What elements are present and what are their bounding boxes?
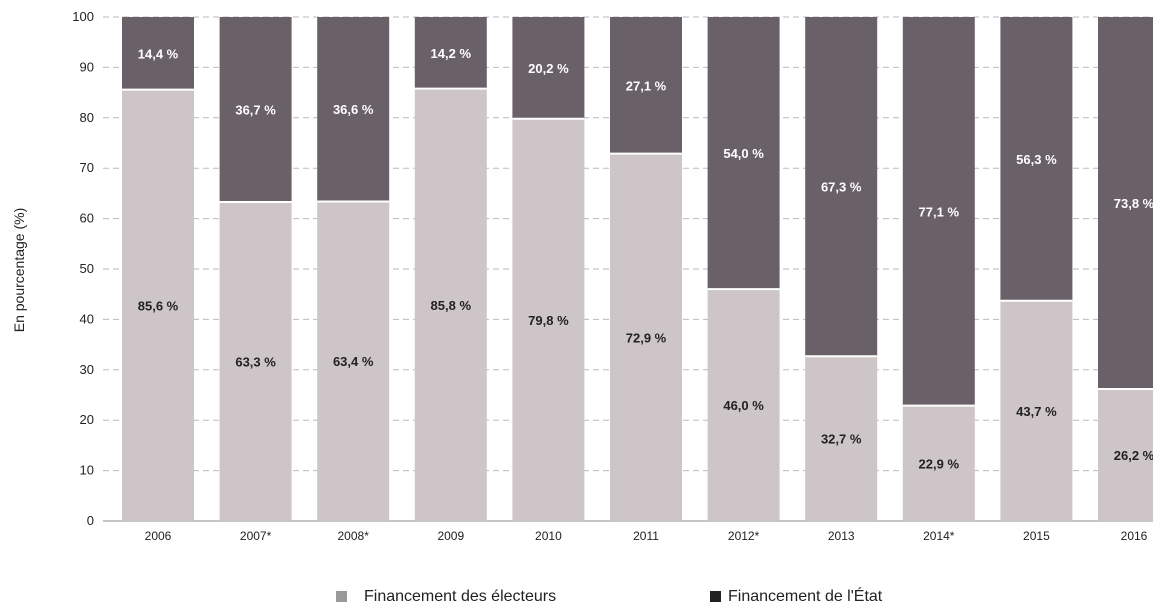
x-tick-label: 2015 (1023, 529, 1050, 543)
data-label-voters: 22,9 % (919, 456, 960, 471)
x-tick-label: 2011 (633, 529, 659, 543)
x-tick-label: 2010 (535, 529, 562, 543)
data-label-voters: 32,7 % (821, 432, 862, 447)
y-tick-label: 10 (80, 463, 94, 478)
x-tick-label: 2007* (240, 529, 272, 543)
y-tick-label: 40 (80, 311, 94, 326)
data-label-voters: 46,0 % (723, 398, 764, 413)
data-label-state: 36,6 % (333, 102, 374, 117)
y-axis-label: En pourcentage (%) (11, 208, 27, 333)
data-label-voters: 26,2 % (1114, 448, 1153, 463)
y-tick-label: 100 (72, 9, 94, 24)
legend-label-voters: Financement des électeurs (364, 588, 556, 605)
legend: Financement des électeurs Financement de… (336, 586, 883, 605)
y-tick-label: 0 (87, 513, 94, 528)
data-label-voters: 85,8 % (431, 298, 472, 313)
data-label-voters: 63,4 % (333, 354, 374, 369)
x-tick-label: 2009 (437, 529, 464, 543)
data-label-state: 77,1 % (919, 204, 960, 219)
legend-swatch-state (710, 591, 721, 602)
x-tick-label: 2014* (923, 529, 955, 543)
x-axis-ticks: 2006 2007* 2008* 2009 2010 2011 2012* 2013 2014*… (145, 529, 1148, 543)
y-tick-label: 60 (80, 211, 94, 226)
x-tick-label: 2008* (338, 529, 370, 543)
y-axis-ticks: 0 10 20 30 40 50 60 70 80 90 100 (72, 9, 94, 528)
legend-swatch-voters (336, 591, 347, 602)
y-tick-label: 80 (80, 110, 94, 125)
y-tick-label: 90 (80, 59, 94, 74)
data-label-state: 27,1 % (626, 78, 667, 93)
data-label-voters: 63,3 % (235, 354, 276, 369)
y-tick-label: 30 (80, 362, 94, 377)
x-tick-label: 2012* (728, 529, 760, 543)
x-tick-label: 2006 (145, 529, 172, 543)
data-label-voters: 72,9 % (626, 330, 667, 345)
data-label-state: 56,3 % (1016, 152, 1057, 167)
data-label-state: 14,4 % (138, 46, 179, 61)
y-tick-label: 20 (80, 412, 94, 427)
x-tick-label: 2016 (1121, 529, 1148, 543)
data-label-state: 20,2 % (528, 61, 569, 76)
data-label-state: 36,7 % (235, 102, 276, 117)
data-label-voters: 43,7 % (1016, 404, 1057, 419)
data-label-voters: 85,6 % (138, 298, 179, 313)
data-label-state: 67,3 % (821, 180, 862, 195)
y-tick-label: 50 (80, 261, 94, 276)
legend-label-state: Financement de l'État (728, 586, 883, 605)
x-tick-label: 2013 (828, 529, 855, 543)
data-label-voters: 79,8 % (528, 313, 569, 328)
data-label-state: 73,8 % (1114, 196, 1153, 211)
y-tick-label: 70 (80, 160, 94, 175)
data-label-state: 14,2 % (431, 46, 472, 61)
data-label-state: 54,0 % (723, 146, 764, 161)
